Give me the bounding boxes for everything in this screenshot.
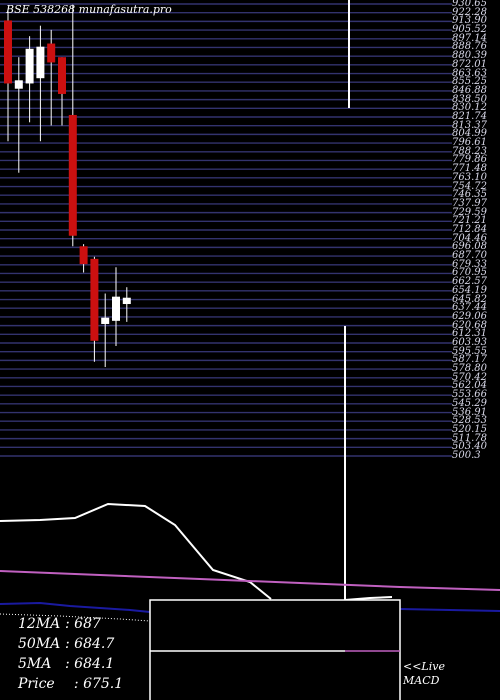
price-tick-label: 654.19: [452, 284, 487, 296]
price-tick-label: 553.66: [452, 389, 487, 401]
candlestick-series: [4, 4, 131, 368]
stat-row-12ma: 12MA: 687: [18, 614, 123, 634]
candle-down: [4, 20, 12, 84]
stat-label: Price: [18, 676, 55, 692]
macd-panel: [0, 502, 500, 700]
live-label-line2: MACD: [403, 674, 440, 687]
signal-dotted-line: [0, 613, 151, 622]
price-tick-label: 620.68: [452, 319, 487, 331]
stat-row-price: Price : 675.1: [18, 674, 123, 694]
ma50-line: [0, 570, 500, 591]
price-tick-label: 603.93: [452, 337, 487, 348]
price-tick-label: 662.57: [452, 276, 487, 288]
price-tick-label: 897.14: [452, 32, 487, 44]
chart-title: BSE 538268 munafasutra.pro: [6, 3, 172, 16]
stat-value: : 684.7: [65, 636, 115, 652]
price-tick-label: 863.63: [452, 67, 487, 79]
live-label-line1: <<Live: [403, 660, 445, 673]
candle-down: [47, 43, 56, 63]
candle-up: [14, 80, 23, 89]
candle-up: [36, 46, 45, 79]
candle-down: [90, 258, 99, 341]
price-tick-label: 788.23: [452, 145, 487, 157]
stat-row-50ma: 50MA: 684.7: [18, 634, 123, 654]
price-tick-label: 629.06: [452, 310, 487, 322]
price-tick-label: 520.15: [452, 423, 487, 435]
price-tick-label: 587.17: [452, 354, 487, 366]
price-tick-label: 729.59: [452, 206, 487, 218]
price-tick-label: 913.90: [452, 15, 487, 27]
stat-value: : 687: [65, 616, 101, 632]
price-tick-label: 846.88: [452, 84, 487, 96]
price-tick-label: 595.55: [452, 345, 487, 357]
price-tick-label: 838.50: [452, 93, 487, 105]
ma5-line-right: [399, 608, 500, 612]
ma12-line: [0, 502, 272, 600]
price-tick-label: 511.78: [452, 432, 487, 444]
price-tick-label: 637.44: [452, 302, 487, 314]
price-tick-label: 545.29: [452, 397, 487, 409]
price-tick-label: 645.82: [452, 293, 487, 305]
price-axis: 930.65 922.28 913.90 905.52 897.14 888.76 880.…: [452, 0, 500, 460]
stat-label: 50MA: [18, 636, 61, 652]
price-tick-label: 754.72: [452, 180, 487, 192]
price-tick-label: 804.99: [452, 128, 487, 140]
price-tick-label: 855.25: [452, 76, 487, 88]
stat-value: : 675.1: [65, 676, 124, 692]
candle-up: [25, 48, 34, 84]
stat-label: 5MA: [18, 656, 52, 672]
stat-row-5ma: 5MA : 684.1: [18, 654, 123, 674]
price-tick-label: 888.76: [452, 41, 487, 53]
price-tick-label: 922.28: [452, 6, 487, 18]
price-tick-label: 830.12: [452, 102, 487, 114]
price-tick-label: 821.74: [452, 111, 487, 122]
price-tick-label: 746.35: [452, 189, 487, 201]
macd-value-box: [149, 599, 401, 700]
stat-value: : 684.1: [65, 656, 115, 672]
candle-up: [122, 297, 131, 305]
price-tick-label: 796.61: [452, 137, 487, 149]
price-tick-label: 570.42: [452, 371, 487, 383]
live-macd-label: <<Live MACD: [403, 660, 445, 688]
candle-down: [68, 114, 77, 236]
price-tick-label: 813.37: [452, 119, 487, 131]
candle-down: [79, 246, 88, 265]
price-tick-label: 880.39: [452, 50, 487, 62]
price-tick-label: 771.48: [452, 163, 487, 175]
price-tick-label: 500.3: [452, 450, 481, 461]
price-tick-label: 679.33: [452, 258, 487, 270]
price-tick-label: 562.04: [452, 380, 487, 392]
price-tick-label: 930.65: [452, 0, 487, 9]
price-tick-label: 905.52: [452, 24, 487, 36]
candle-down: [58, 57, 66, 94]
candle-up: [101, 317, 110, 324]
ma5-line: [0, 601, 151, 613]
price-tick-label: 737.97: [452, 197, 487, 209]
price-tick-label: 704.46: [452, 232, 487, 244]
candle-up: [112, 296, 120, 321]
price-tick-label: 687.70: [452, 250, 487, 262]
price-tick-label: 670.95: [452, 267, 487, 279]
price-tick-label: 536.91: [452, 406, 487, 418]
price-tick-label: 503.40: [452, 441, 487, 453]
price-tick-label: 528.53: [452, 415, 487, 427]
price-tick-label: 779.86: [452, 154, 487, 166]
price-tick-label: 612.31: [452, 328, 487, 340]
price-tick-label: 578.80: [452, 363, 487, 375]
stat-label: 12MA: [18, 616, 61, 632]
price-tick-label: 712.84: [452, 224, 487, 235]
price-gridlines: [0, 3, 452, 457]
price-tick-label: 763.10: [452, 171, 487, 183]
price-tick-label: 696.08: [452, 241, 487, 253]
price-tick-label: 721.21: [452, 215, 487, 227]
stats-box: 12MA: 687 50MA: 684.7 5MA : 684.1 Price :…: [18, 614, 123, 694]
price-tick-label: 872.01: [452, 58, 487, 70]
